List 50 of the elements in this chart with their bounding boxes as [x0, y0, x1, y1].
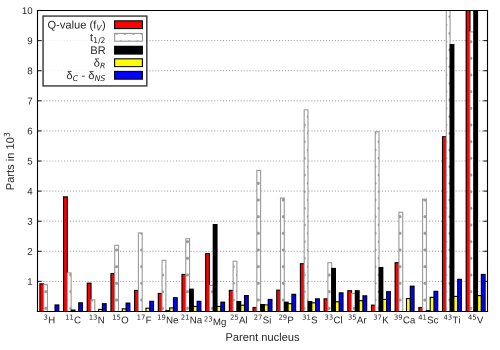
y-tick-label: 4: [27, 188, 32, 195]
x-tick-label: $^{17}$F: [137, 314, 152, 324]
y-tick-label: 10: [22, 7, 32, 14]
x-tick-label: $^{39}$Ca: [394, 314, 416, 324]
x-tick-label: $^{11}$C: [66, 314, 81, 324]
y-tick-label: 7: [28, 98, 32, 104]
x-tick-label: $^{25}$Al: [230, 314, 247, 324]
bar: [185, 238, 190, 312]
x-tick-label: $^{41}$Sc: [418, 314, 438, 324]
x-tick-label: $^{27}$Si: [254, 314, 271, 324]
bar: [90, 299, 96, 312]
legend-label: Q-value (f$_{V}$): [48, 20, 106, 31]
y-tick-label: 3: [28, 218, 32, 225]
bar: [162, 260, 166, 312]
bar: [114, 244, 120, 312]
x-tick-label: $^{43}$Ti: [444, 314, 460, 324]
x-tick-label: $^{13}$N: [90, 314, 104, 324]
x-tick-label: $^{23}$Mg: [204, 316, 226, 328]
legend-label: δ$_{R}$: [94, 58, 105, 68]
y-tick-label: 9: [28, 37, 32, 44]
y-tick-label: 6: [28, 128, 32, 135]
legend-label: t$_{1/2}$: [90, 34, 105, 44]
x-tick-label: $^{15}$O: [112, 314, 128, 324]
legend-label: δ$_{C}$ - δ$_{NS}$: [66, 71, 106, 82]
x-tick-label: $^{45}$V: [468, 314, 484, 324]
bar: [43, 284, 48, 312]
bar: [422, 198, 427, 312]
bar: [374, 131, 380, 312]
x-axis-title: Parent nucleus: [226, 332, 300, 341]
bar: [138, 232, 143, 312]
x-tick-label: $^{31}$S: [302, 314, 318, 324]
bar: [398, 212, 404, 312]
bar: [304, 109, 309, 312]
y-tick-label: 8: [28, 67, 32, 74]
bar: [66, 272, 72, 312]
legend-label: BR: [91, 46, 106, 54]
x-tick-label: $^{19}$Ne: [158, 314, 178, 324]
y-axis-title: Parts in 10$^{3}$: [4, 132, 14, 190]
y-tick-label: 5: [28, 158, 32, 165]
x-tick-label: $^{33}$Cl: [325, 314, 342, 324]
x-tick-label: $^{21}$Na: [181, 314, 202, 324]
bar: [232, 260, 238, 312]
x-tick-label: $^{3}$H: [44, 314, 54, 324]
x-tick-label: $^{29}$P: [279, 314, 294, 324]
bar: [280, 197, 285, 312]
x-tick-label: $^{35}$Ar: [348, 314, 366, 324]
bar: [256, 170, 262, 312]
y-tick-label: 2: [28, 248, 32, 255]
x-tick-label: $^{37}$K: [374, 314, 389, 324]
y-tick-label: 1: [28, 278, 32, 285]
